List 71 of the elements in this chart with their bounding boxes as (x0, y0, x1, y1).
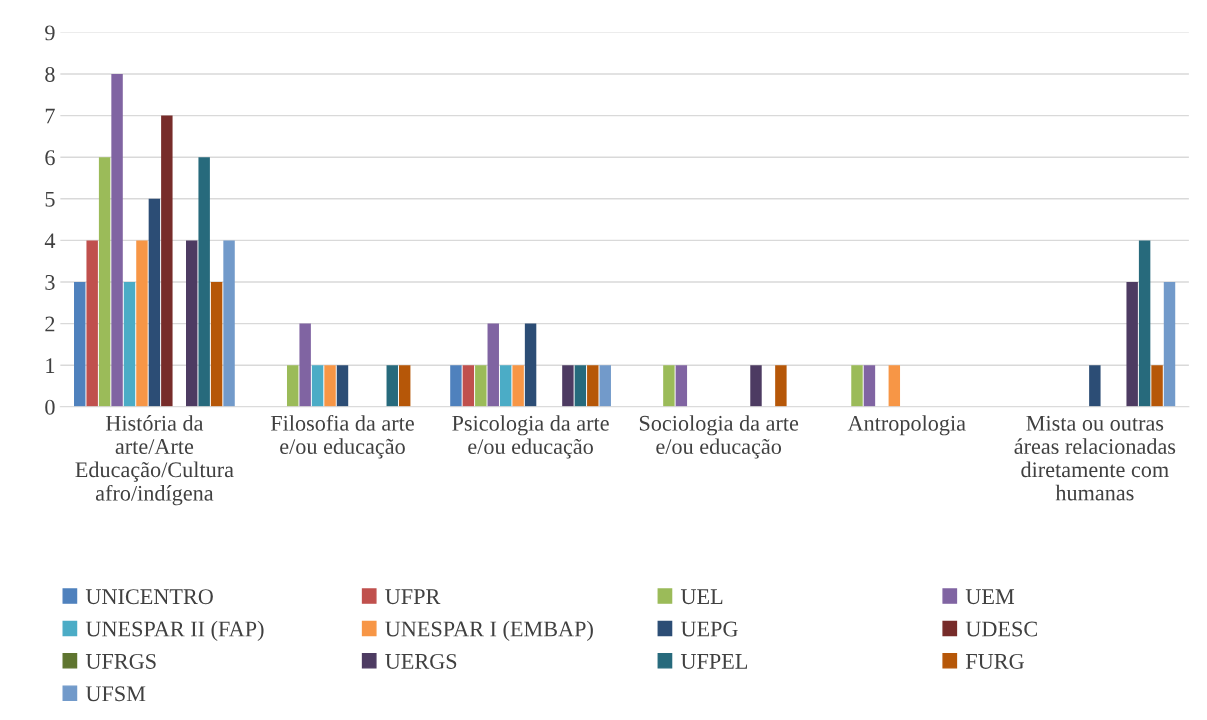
legend-label: UNICENTRO (85, 589, 213, 605)
bar (311, 365, 324, 407)
y-tick-label: 2 (45, 316, 55, 332)
bar (1126, 282, 1138, 407)
bar (524, 323, 537, 407)
bar (512, 365, 524, 407)
bar (775, 365, 787, 407)
bar (450, 365, 462, 407)
bar (299, 323, 311, 407)
bar (98, 157, 111, 407)
x-tick-label: Mista ou outras áreas relacionadas diretamente com humanas (1014, 415, 1176, 501)
bar (123, 282, 136, 407)
bar (223, 240, 235, 407)
y-tick-label: 9 (45, 25, 55, 41)
y-tick-label: 3 (45, 274, 55, 290)
y-tick-label: 1 (46, 358, 55, 373)
bar (487, 323, 499, 407)
legend-label: UEPG (680, 621, 738, 637)
bar (86, 240, 98, 407)
x-tick-label: Filosofia da arte e/ou educação (270, 414, 414, 459)
bar (587, 365, 599, 407)
bar (111, 74, 123, 407)
legend-label: UFPR (385, 589, 441, 605)
bar (398, 365, 411, 407)
x-tick-label: História da arte/Arte Educação/Cultura afro/indígena (75, 415, 234, 506)
legend-label: UFSM (85, 686, 146, 702)
bar (74, 282, 86, 407)
bar (888, 365, 901, 407)
legend-label: UEM (965, 589, 1015, 605)
x-tick-label: Sociologia da arte e/ou educação (639, 415, 799, 459)
bar (198, 157, 210, 407)
legend-label: UFRGS (85, 653, 156, 669)
legend-label: UDESC (965, 621, 1037, 637)
y-tick-label: 5 (45, 191, 55, 207)
bar (186, 240, 198, 407)
bar (475, 365, 487, 407)
y-tick-label: 8 (45, 66, 55, 82)
legend-label: UEL (680, 589, 723, 605)
bar (136, 240, 148, 407)
bar (851, 365, 863, 407)
bar (562, 365, 574, 407)
bar (574, 365, 587, 407)
y-tick-label: 0 (45, 399, 55, 415)
bar (462, 365, 475, 407)
x-tick-label: Antropologia (847, 415, 966, 436)
legend-label: UNESPAR II (FAP) (85, 620, 264, 642)
legend-label: FURG (965, 653, 1024, 669)
bar (499, 365, 512, 407)
bar (1089, 365, 1101, 407)
bar (148, 198, 161, 407)
bar (210, 282, 223, 407)
bar (324, 365, 336, 407)
bar (386, 365, 398, 407)
y-tick-label: 7 (45, 108, 55, 124)
bar (863, 365, 876, 407)
bar (161, 115, 173, 407)
bar (599, 365, 611, 407)
legend-label: UFPEL (680, 654, 748, 669)
bar (750, 365, 762, 407)
x-tick-label: Psicologia da arte e/ou educação (452, 415, 609, 459)
bar (286, 365, 299, 407)
bar (675, 365, 688, 407)
legend-label: UNESPAR I (EMBAP) (385, 620, 593, 642)
bar (663, 365, 675, 407)
bar (1163, 282, 1176, 407)
bar (336, 365, 349, 407)
bar (1138, 240, 1151, 407)
bar (1151, 365, 1163, 407)
legend-label: UERGS (385, 653, 457, 669)
y-tick-label: 4 (44, 233, 56, 249)
y-tick-label: 6 (45, 150, 55, 166)
